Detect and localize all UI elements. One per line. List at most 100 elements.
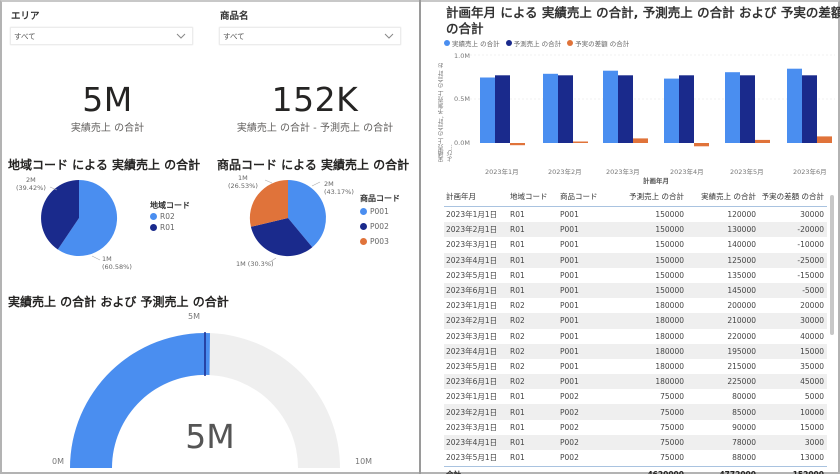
table-row[interactable]: 2023年2月1日 R01 P002 75000 85000 10000: [444, 404, 827, 420]
table-cell: 130000: [727, 225, 756, 235]
table-cell: 2023年2月1日: [446, 316, 498, 326]
legend-item-p001[interactable]: P001: [360, 204, 400, 219]
pie-region-title: 地域コード による 実績売上 の合計: [8, 158, 201, 172]
slicer-area-value: すべて: [14, 32, 36, 41]
table-row[interactable]: 2023年6月1日 R02 P001 180000 225000 45000: [444, 374, 827, 390]
table-total-row: 合計 4620000 4772000 152000: [444, 466, 827, 474]
chevron-down-icon: [176, 33, 186, 39]
table-cell: 150000: [655, 286, 684, 296]
table-row[interactable]: 2023年5月1日 R01 P001 150000 135000 -15000: [444, 268, 827, 283]
table-cell: P001: [560, 225, 579, 235]
bar-group-mar: [603, 70, 648, 143]
gauge-target-label: 5M: [188, 312, 200, 321]
x-tick-jan: 2023年1月: [485, 168, 519, 176]
column-header[interactable]: 実績売上 の合計: [701, 192, 756, 201]
table-cell: R01: [510, 255, 525, 265]
table-cell: -20000: [797, 225, 824, 235]
combo-chart-plot[interactable]: [470, 50, 835, 160]
legend-item-p003[interactable]: P003: [360, 234, 400, 249]
table-row[interactable]: 2023年1月1日 R01 P002 75000 80000 5000: [444, 389, 827, 404]
pie-slice-p002: [250, 218, 313, 257]
column-header[interactable]: 予測売上 の合計: [629, 192, 684, 201]
table-row[interactable]: 2023年2月1日 R02 P001 180000 210000 30000: [444, 313, 827, 329]
table-row[interactable]: 2023年4月1日 R02 P001 180000 195000 15000: [444, 343, 827, 359]
pie-product-legend: 商品コード P001 P002 P003: [360, 193, 400, 249]
table-row[interactable]: 2023年3月1日 R02 P001 180000 220000 40000: [444, 329, 827, 344]
table-row[interactable]: 2023年1月1日 R01 P001 150000 120000 30000: [444, 207, 827, 222]
combo-chart-ylabel: 実績売上 の合計, 予測売上 の合計 および...: [438, 62, 454, 162]
legend-item-actual[interactable]: 実績売上 の合計: [444, 38, 500, 48]
table-cell: 45000: [800, 377, 824, 387]
table-cell: 145000: [727, 286, 756, 296]
x-tick-apr: 2023年4月: [670, 168, 704, 176]
table-row[interactable]: 2023年1月1日 R02 P001 180000 200000 20000: [444, 298, 827, 313]
combo-chart-xlabel: 計画年月: [643, 177, 669, 185]
table-row[interactable]: 2023年3月1日 R01 P001 150000 140000 -10000: [444, 237, 827, 252]
table-row[interactable]: 2023年2月1日 R01 P001 150000 130000 -20000: [444, 222, 827, 238]
pie-product-chart[interactable]: [210, 170, 360, 270]
table-scrollbar[interactable]: [830, 195, 834, 335]
table-cell: P001: [560, 255, 579, 265]
table-row[interactable]: 2023年5月1日 R01 P002 75000 88000 13000: [444, 450, 827, 465]
legend-item-p002[interactable]: P002: [360, 219, 400, 234]
table-cell: 75000: [660, 422, 684, 432]
table-cell: R01: [510, 240, 525, 250]
table-cell: P001: [560, 301, 579, 311]
column-header[interactable]: 商品コード: [560, 192, 598, 201]
table-cell: P001: [560, 316, 579, 326]
pie-region-chart[interactable]: [0, 170, 140, 270]
table-cell: R02: [510, 377, 525, 387]
slicer-area-dropdown[interactable]: すべて: [10, 27, 193, 45]
total-forecast: 4620000: [612, 470, 684, 474]
table-cell: 15000: [800, 422, 824, 432]
table-row[interactable]: 2023年5月1日 R02 P001 180000 215000 35000: [444, 359, 827, 374]
table-cell: 180000: [655, 377, 684, 387]
column-header[interactable]: 計画年月: [446, 192, 476, 201]
pie-slice-p003: [249, 179, 288, 227]
table-cell: 2023年4月1日: [446, 346, 498, 356]
table-cell: 135000: [727, 270, 756, 280]
column-header[interactable]: 予実の差額 の合計: [761, 192, 824, 201]
gauge-max-label: 10M: [355, 457, 373, 466]
table-cell: 2023年5月1日: [446, 361, 498, 371]
table-cell: 120000: [727, 210, 756, 220]
table-cell: R01: [510, 392, 525, 402]
legend-item-r01[interactable]: R01: [150, 222, 190, 233]
table-header: 計画年月 地域コード 商品コード 予測売上 の合計 実績売上 の合計 予実の差額…: [444, 187, 827, 207]
pie-region-label-r01: 2M (39.42%): [16, 176, 46, 192]
table-cell: R01: [510, 422, 525, 432]
table-cell: R01: [510, 225, 525, 235]
table-cell: 125000: [727, 255, 756, 265]
table-cell: 88000: [732, 453, 756, 463]
legend-title: 地域コード: [150, 201, 190, 210]
table-cell: -5000: [802, 286, 824, 296]
kpi-card-actual: 5M 実績売上 の合計: [20, 80, 195, 134]
table-cell: P002: [560, 407, 579, 417]
table-cell: P001: [560, 240, 579, 250]
legend-item-r02[interactable]: R02: [150, 211, 190, 222]
table-cell: 225000: [727, 377, 756, 387]
pie-product-label-p002: 1M (30.3%): [236, 260, 274, 268]
table-cell: 180000: [655, 361, 684, 371]
table-row[interactable]: 2023年6月1日 R01 P001 150000 145000 -5000: [444, 282, 827, 299]
table-cell: 2023年3月1日: [446, 240, 498, 250]
gauge-chart[interactable]: [60, 318, 360, 468]
table-cell: 140000: [727, 240, 756, 250]
table-cell: 2023年4月1日: [446, 437, 498, 447]
table-row[interactable]: 2023年3月1日 R01 P002 75000 90000 15000: [444, 420, 827, 435]
table-cell: R02: [510, 331, 525, 341]
bar-group-jan: [480, 75, 525, 146]
column-header[interactable]: 地域コード: [510, 192, 548, 201]
slicer-product-dropdown[interactable]: すべて: [219, 27, 401, 45]
table-row[interactable]: 2023年4月1日 R01 P002 75000 78000 3000: [444, 434, 827, 450]
legend-item-difference[interactable]: 予実の差額 の合計: [567, 38, 629, 48]
table-cell: 75000: [660, 437, 684, 447]
legend-item-forecast[interactable]: 予測売上 の合計: [505, 38, 561, 48]
kpi-value: 5M: [82, 80, 133, 119]
table-cell: P001: [560, 377, 579, 387]
table-cell: 75000: [660, 392, 684, 402]
table-row[interactable]: 2023年4月1日 R01 P001 150000 125000 -25000: [444, 252, 827, 268]
kpi-label: 実績売上 の合計: [70, 123, 145, 134]
y-tick-05: 0.5M: [454, 95, 470, 103]
table-cell: R01: [510, 407, 525, 417]
